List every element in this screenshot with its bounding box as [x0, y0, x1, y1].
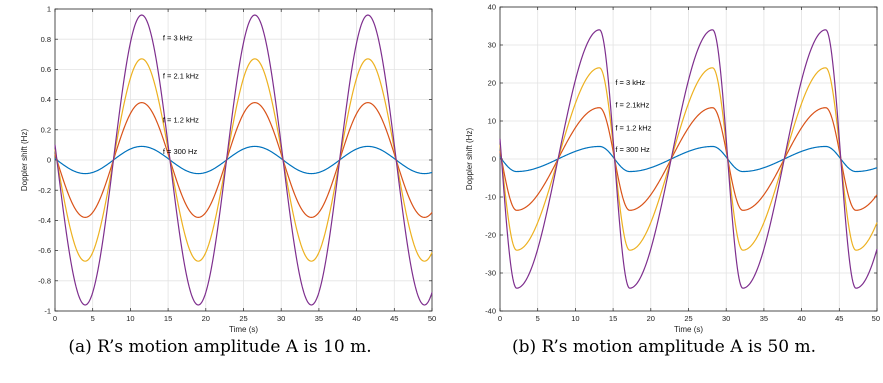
chart-a-xtick-label-7: 35 [315, 314, 323, 323]
chart-b-ytick-label-7: 30 [488, 41, 496, 50]
chart-b-ytick-label-2: -20 [485, 231, 496, 240]
chart-b-xtick-label-8: 40 [797, 314, 805, 323]
chart-a-xtick-label-10: 50 [428, 314, 436, 323]
chart-a-annotation-1: f = 2.1 kHz [163, 71, 199, 80]
chart-panel-a: 0 5 10 15 20 25 30 35 40 45 50 -1 -0.8 -0.6 -0.4 -0.2 0 0… [0, 0, 440, 383]
chart-b-ytick-label-4: 0 [492, 155, 496, 164]
chart-b-annotation-2: f = 1.2 kHz [615, 124, 651, 133]
chart-b-ytick-label-1: -30 [485, 269, 496, 278]
caption-a: (a) R’s motion amplitude A is 10 m. [68, 337, 372, 357]
chart-b-xtick-label-7: 35 [760, 314, 768, 323]
chart-b-xtick-label-10: 50 [872, 314, 880, 323]
chart-b-series-line-2 [499, 67, 878, 251]
chart-b-xtick-label-2: 10 [571, 314, 579, 323]
chart-b-ytick-label-3: -10 [485, 193, 496, 202]
chart-b-annotation-1: f = 2.1kHz [615, 101, 649, 110]
chart-b-xtick-label-1: 5 [536, 314, 540, 323]
chart-b-ytick-label-6: 20 [488, 79, 496, 88]
chart-b-xtick-label-0: 0 [498, 314, 502, 323]
chart-b-xlabel: Time (s) [674, 325, 703, 334]
chart-a-ylabel: Doppler shift (Hz) [20, 129, 29, 192]
chart-a-xtick-label-5: 25 [239, 314, 247, 323]
chart-b-series-line-3 [499, 29, 878, 289]
chart-a-ytick-label-7: 0.4 [41, 95, 51, 104]
chart-a-ytick-label-9: 0.8 [41, 35, 51, 44]
chart-a-ytick-label-8: 0.6 [41, 65, 51, 74]
chart-a-xtick-label-3: 15 [164, 314, 172, 323]
chart-b-ytick-label-5: 10 [488, 117, 496, 126]
chart-b-svg: 0 5 10 15 20 25 30 35 40 45 50 -40 -30 -20 -10 0 10 20 30 4… [465, 3, 880, 334]
chart-a-ytick-label-1: -0.8 [38, 276, 51, 285]
chart-a-series-line-1 [54, 102, 433, 218]
chart-a-series-line-3 [54, 14, 433, 306]
chart-a-ytick-label-0: -1 [44, 307, 51, 316]
chart-b-ylabel: Doppler shift (Hz) [465, 128, 474, 191]
chart-a-xtick-label-1: 5 [91, 314, 95, 323]
chart-a-ytick-label-10: 1 [47, 5, 51, 14]
chart-b-series-line-0 [499, 145, 878, 173]
chart-a-svg: 0 5 10 15 20 25 30 35 40 45 50 -1 -0.8 -0.6 -0.4 -0.2 0 0… [20, 5, 436, 334]
chart-a-xtick-label-6: 30 [277, 314, 285, 323]
chart-a-xtick-label-8: 40 [352, 314, 360, 323]
chart-b-xtick-label-4: 20 [647, 314, 655, 323]
chart-a-annotation-2: f = 1.2 kHz [163, 115, 199, 124]
chart-a-ytick-label-3: -0.4 [38, 216, 51, 225]
chart-a-ytick-label-5: 0 [47, 156, 51, 165]
chart-b-ytick-label-0: -40 [485, 307, 496, 316]
chart-a-annotation-3: f = 300 Hz [163, 147, 198, 156]
chart-panel-b: 0 5 10 15 20 25 30 35 40 45 50 -40 -30 -20 -10 0 10 20 30 4… [445, 0, 883, 383]
chart-b-xtick-label-6: 30 [722, 314, 730, 323]
chart-a-annotation-0: f = 3 kHz [163, 34, 193, 43]
chart-b-xtick-label-3: 15 [609, 314, 617, 323]
chart-b-annotation-3: f = 300 Hz [615, 145, 650, 154]
chart-b-xtick-label-9: 45 [835, 314, 843, 323]
chart-a-ytick-label-6: 0.2 [41, 125, 51, 134]
chart-a-ytick-label-2: -0.6 [38, 246, 51, 255]
chart-a-xtick-label-4: 20 [202, 314, 210, 323]
chart-a-ytick-label-4: -0.2 [38, 186, 51, 195]
chart-b-annotation-0: f = 3 kHz [615, 78, 645, 87]
chart-a-series-line-0 [54, 145, 433, 175]
chart-b-series-line-1 [499, 107, 878, 211]
chart-a-series-line-2 [54, 58, 433, 262]
chart-a-xlabel: Time (s) [229, 325, 258, 334]
caption-b: (b) R’s motion amplitude A is 50 m. [511, 337, 817, 357]
chart-a-xtick-label-0: 0 [53, 314, 57, 323]
chart-a-xtick-label-2: 10 [126, 314, 134, 323]
chart-a-xtick-label-9: 45 [390, 314, 398, 323]
chart-b-ytick-label-8: 40 [488, 3, 496, 12]
chart-b-xtick-label-5: 25 [684, 314, 692, 323]
